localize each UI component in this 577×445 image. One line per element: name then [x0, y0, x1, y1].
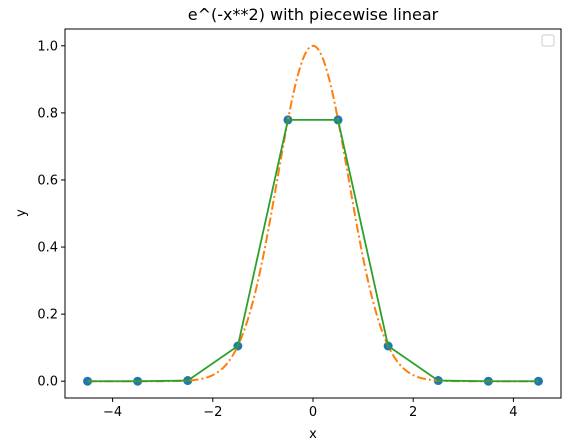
y-tick-label: 0.0 [37, 375, 58, 390]
x-tick-label: −4 [103, 405, 122, 420]
chart-title: e^(-x**2) with piecewise linear [188, 5, 439, 24]
axes-layer: −4 −2 0 2 4 0.0 0.2 0.4 0.6 0.8 1.0 [37, 39, 517, 420]
piecewise-linear-line [87, 119, 539, 383]
y-tick-label: 1.0 [37, 39, 58, 54]
plot-area-frame [64, 28, 562, 399]
x-axis-label: x [309, 427, 317, 442]
function-curve [87, 44, 539, 383]
scatter-point [533, 376, 543, 386]
x-tick-label: 0 [309, 405, 317, 420]
y-axis-label: y [14, 209, 29, 217]
x-tick-label: −2 [203, 405, 222, 420]
y-tick-label: 0.6 [37, 173, 58, 188]
y-tick-label: 0.8 [37, 106, 58, 121]
scatter-point [83, 376, 93, 386]
x-tick-label: 4 [509, 405, 517, 420]
y-tick-label: 0.2 [37, 308, 58, 323]
x-tick-label: 2 [409, 405, 417, 420]
legend-box [541, 34, 555, 47]
plot-layer [83, 44, 543, 386]
y-tick-label: 0.4 [37, 241, 58, 256]
